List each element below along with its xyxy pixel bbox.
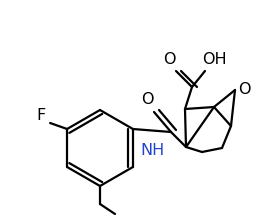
Text: O: O [141, 92, 153, 106]
Text: O: O [238, 81, 250, 97]
Text: F: F [36, 108, 46, 123]
Text: OH: OH [202, 51, 226, 66]
Text: O: O [163, 51, 175, 66]
Text: NH: NH [140, 143, 164, 158]
